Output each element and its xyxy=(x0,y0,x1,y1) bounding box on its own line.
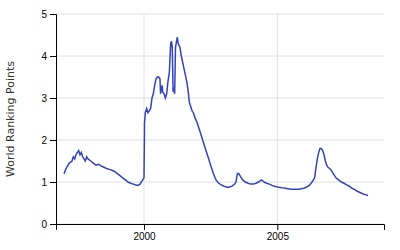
y-tick-mark xyxy=(50,14,56,15)
chart: 2000 2005 0 1 2 3 4 5 World Ranking Points xyxy=(0,0,400,250)
x-axis-line xyxy=(57,225,385,231)
y-tick-mark xyxy=(50,224,56,225)
plot: 2000 2005 0 1 2 3 4 5 World Ranking Points xyxy=(4,9,385,242)
y-tick-label: 1 xyxy=(41,177,47,188)
y-tick-label: 3 xyxy=(41,93,47,104)
y-tick: 1 xyxy=(41,177,56,188)
y-tick-label: 4 xyxy=(41,51,47,62)
y-tick: 2 xyxy=(41,135,56,146)
x-tick: 2000 xyxy=(133,224,156,242)
grid-line xyxy=(56,98,384,99)
y-tick-label: 0 xyxy=(41,219,47,230)
y-tick-mark xyxy=(50,98,56,99)
x-tick-label: 2000 xyxy=(133,231,156,242)
y-tick-label: 2 xyxy=(41,135,47,146)
y-tick-mark xyxy=(50,140,56,141)
grid-line xyxy=(56,140,384,141)
grid xyxy=(56,14,384,224)
y-tick-label: 5 xyxy=(41,9,47,20)
y-axis-line xyxy=(50,15,57,225)
x-tick: 2005 xyxy=(267,224,290,242)
y-tick: 4 xyxy=(41,51,56,62)
y-tick-mark xyxy=(50,182,56,183)
y-tick: 5 xyxy=(41,9,56,20)
grid-line xyxy=(56,182,384,183)
grid-line xyxy=(277,14,278,224)
x-tick-mark xyxy=(277,224,278,230)
x-axis: 2000 2005 xyxy=(57,224,385,242)
y-tick: 0 xyxy=(41,219,56,230)
x-tick-label: 2005 xyxy=(267,231,290,242)
y-axis-title: World Ranking Points xyxy=(4,61,17,177)
grid-line xyxy=(56,56,384,57)
y-tick: 3 xyxy=(41,93,56,104)
y-tick-mark xyxy=(50,56,56,57)
y-axis: 0 1 2 3 4 5 xyxy=(41,9,56,230)
grid-line xyxy=(56,14,384,15)
x-tick-mark xyxy=(144,224,145,230)
line xyxy=(64,37,368,195)
marks xyxy=(64,37,368,195)
